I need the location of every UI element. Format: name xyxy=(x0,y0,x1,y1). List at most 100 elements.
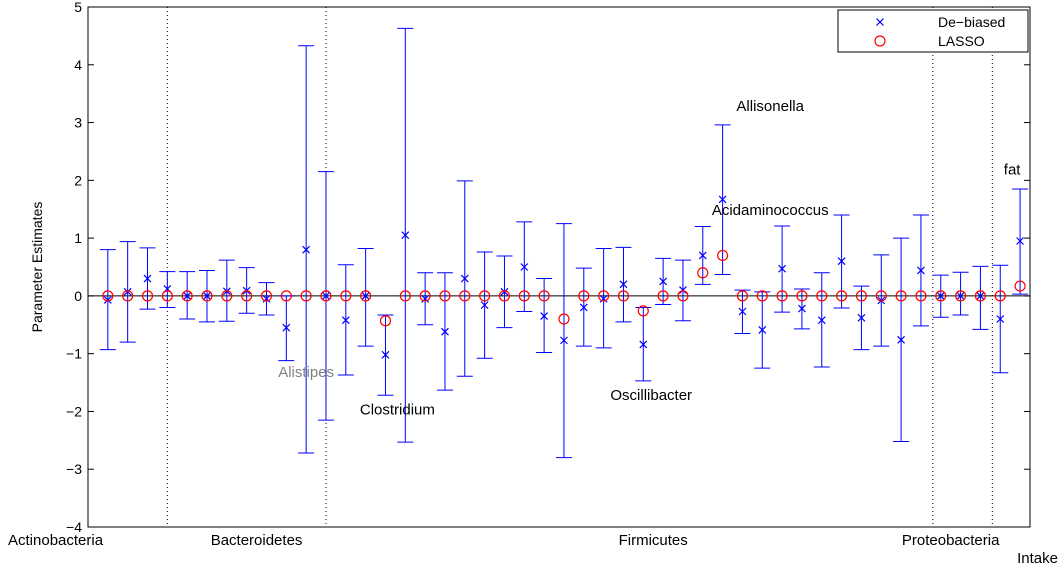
y-tick-label: 5 xyxy=(74,0,82,15)
lasso-point xyxy=(241,290,253,302)
plot-frame xyxy=(87,6,1031,528)
group-label: Firmicutes xyxy=(619,532,688,549)
lasso-point xyxy=(895,290,907,302)
debiased-point xyxy=(203,291,211,300)
annotation: Allisonella xyxy=(736,98,804,115)
debiased-point xyxy=(361,291,370,300)
lasso-point xyxy=(875,290,887,302)
lasso-point xyxy=(439,290,451,302)
debiased-point xyxy=(282,323,291,332)
lasso-point xyxy=(459,290,471,302)
debiased-point xyxy=(123,287,132,296)
lasso-point xyxy=(161,290,173,302)
lasso-point xyxy=(855,290,868,302)
lasso-point xyxy=(756,290,768,302)
lasso-point xyxy=(816,290,828,302)
y-tick-label: −1 xyxy=(66,346,82,362)
debiased-point xyxy=(183,291,192,300)
lasso-point xyxy=(717,249,729,262)
lasso-point xyxy=(915,290,927,302)
lasso-point xyxy=(935,290,947,302)
lasso-point xyxy=(657,290,669,302)
annotation: Oscillibacter xyxy=(610,387,692,404)
debiased-point xyxy=(718,195,727,204)
debiased-point xyxy=(460,274,469,283)
lasso-point xyxy=(558,313,570,325)
legend-marker-circle xyxy=(874,35,886,47)
group-labels: Actinobacteria Bacteroidetes Firmicutes Pro… xyxy=(8,532,1058,567)
debiased-point xyxy=(341,316,350,325)
lasso-point xyxy=(538,290,550,302)
debiased-point xyxy=(520,263,529,271)
y-axis: −4 −3 −2 −1 0 1 2 3 4 5 xyxy=(66,0,1030,535)
group-label: Intake xyxy=(1017,550,1058,567)
annotation: Alistipes xyxy=(278,364,334,381)
debiased-point xyxy=(857,313,866,322)
debiased-point xyxy=(441,327,449,336)
lasso-point xyxy=(320,290,332,302)
error-bars xyxy=(99,27,1029,459)
debiased-point xyxy=(917,266,925,275)
debiased-point xyxy=(659,277,668,286)
debiased-point xyxy=(560,336,568,345)
lasso-point xyxy=(617,290,630,302)
lasso-point xyxy=(260,290,273,302)
lasso-point xyxy=(736,290,749,302)
lasso-point xyxy=(974,290,987,302)
debiased-point xyxy=(897,335,906,344)
debiased-point xyxy=(381,350,390,359)
lasso-markers xyxy=(102,249,1026,327)
debiased-point xyxy=(639,340,648,349)
lasso-point xyxy=(954,290,967,302)
lasso-point xyxy=(201,290,213,302)
y-tick-label: −4 xyxy=(66,519,82,535)
lasso-point xyxy=(181,290,193,302)
lasso-point xyxy=(280,290,292,302)
lasso-point xyxy=(340,290,352,302)
y-tick-label: 3 xyxy=(74,115,82,131)
lasso-point xyxy=(796,290,808,302)
lasso-point xyxy=(1014,280,1026,292)
debiased-point xyxy=(322,291,330,300)
debiased-point xyxy=(837,257,846,266)
debiased-point xyxy=(817,316,826,325)
debiased-point xyxy=(698,251,707,260)
legend-marker-x xyxy=(876,18,884,26)
lasso-point xyxy=(697,267,709,279)
lasso-point xyxy=(637,305,649,317)
y-tick-label: 0 xyxy=(74,288,82,304)
annotation: fat xyxy=(1004,162,1022,179)
debiased-point xyxy=(480,301,489,310)
annotation: Clostridium xyxy=(360,401,435,418)
debiased-point xyxy=(401,231,410,240)
debiased-point xyxy=(976,291,985,300)
lasso-point xyxy=(419,290,431,302)
debiased-point xyxy=(798,304,806,313)
debiased-point xyxy=(936,291,945,300)
lasso-point xyxy=(518,290,530,302)
lasso-point xyxy=(141,290,154,302)
y-axis-label: Parameter Estimates xyxy=(29,202,45,333)
debiased-point xyxy=(103,296,112,304)
lasso-point xyxy=(598,290,610,302)
lasso-point xyxy=(498,290,511,302)
debiased-point xyxy=(778,264,787,273)
group-separators xyxy=(166,7,993,527)
lasso-point xyxy=(399,290,411,302)
lasso-point xyxy=(102,290,114,302)
group-label: Actinobacteria xyxy=(8,532,104,549)
debiased-point xyxy=(1016,237,1025,245)
debiased-point xyxy=(738,307,747,316)
debiased-point xyxy=(540,312,549,321)
lasso-point xyxy=(379,315,392,327)
legend: De−biased LASSO xyxy=(837,9,1029,53)
lasso-point xyxy=(300,290,312,302)
debiased-point xyxy=(302,245,311,254)
legend-items: De−biased LASSO xyxy=(874,14,1005,49)
lasso-point xyxy=(835,290,848,302)
debiased-point xyxy=(619,280,628,289)
y-tick-label: 1 xyxy=(74,230,82,246)
y-tick-label: 4 xyxy=(74,57,82,73)
debiased-point xyxy=(421,294,430,303)
